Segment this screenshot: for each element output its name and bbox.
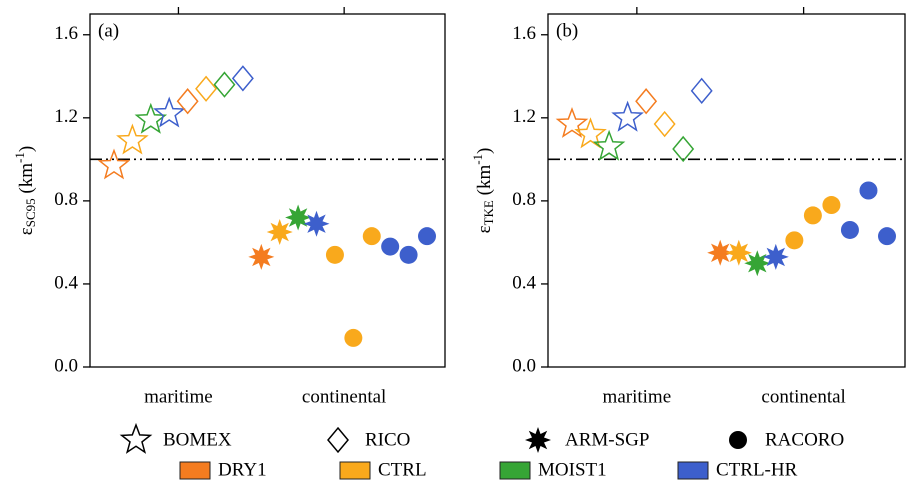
star8-marker — [725, 239, 752, 266]
diamond-marker — [213, 71, 236, 98]
x-tick-label: maritime — [144, 386, 213, 407]
legend-swatch — [339, 461, 371, 480]
circle-marker — [325, 245, 344, 264]
circle-marker — [729, 431, 747, 449]
y-axis-label-part: ε — [474, 225, 495, 233]
legend-swatch — [179, 461, 211, 480]
legend-swatch — [677, 461, 709, 480]
star8-marker — [707, 239, 734, 266]
circle-marker — [822, 196, 841, 215]
circle-marker — [381, 237, 400, 256]
circle-marker — [399, 245, 418, 264]
y-axis-label-part: (km — [16, 163, 37, 199]
diamond-marker — [690, 77, 713, 105]
y-tick-label: 1.2 — [54, 106, 78, 127]
y-axis-label-part: SC95 — [23, 198, 38, 227]
legend-label: RICO — [365, 429, 410, 450]
y-tick-label: 0.4 — [512, 272, 536, 293]
y-tick-label: 1.6 — [512, 23, 536, 44]
diamond-marker — [327, 426, 349, 454]
y-axis-label-part: ε — [16, 227, 37, 235]
star8-marker — [285, 204, 312, 231]
legend-label: CTRL-HR — [716, 459, 798, 480]
star8-marker — [266, 219, 293, 245]
panel-label: (a) — [98, 20, 119, 41]
y-tick-label: 0.8 — [54, 189, 78, 210]
circle-marker — [859, 181, 878, 200]
legend-swatch — [499, 461, 531, 480]
legend-label: RACORO — [765, 429, 844, 450]
y-axis-label-part: ) — [16, 146, 37, 152]
diamond-marker — [195, 75, 218, 102]
x-tick-label: continental — [302, 386, 386, 407]
circle-marker — [840, 220, 859, 239]
star-marker — [574, 117, 607, 149]
diamond-marker — [231, 65, 254, 92]
star8-marker — [744, 250, 771, 277]
x-tick-label: maritime — [603, 386, 672, 407]
star8-marker — [303, 210, 330, 237]
y-axis-label-part: (km — [474, 165, 495, 201]
plot-frame — [547, 13, 906, 368]
y-tick-label: 1.2 — [512, 106, 536, 127]
y-axis-label-part: -1 — [470, 154, 485, 165]
star-marker — [555, 106, 589, 138]
circle-marker — [878, 227, 896, 246]
y-axis-label-part: TKE — [481, 200, 496, 225]
y-tick-label: 0.0 — [54, 355, 78, 376]
legend-label: DRY1 — [218, 459, 267, 480]
y-axis-label-part: -1 — [12, 152, 27, 163]
x-tick-label: continental — [761, 386, 845, 407]
star8-marker — [525, 427, 551, 453]
circle-marker — [418, 227, 436, 246]
panel-label: (b) — [556, 20, 578, 41]
circle-marker — [362, 227, 381, 246]
legend-label: BOMEX — [163, 429, 232, 450]
star-marker — [611, 100, 644, 132]
y-tick-label: 1.6 — [54, 23, 78, 44]
circle-marker — [344, 328, 363, 347]
star-marker — [592, 129, 626, 161]
legend-label: ARM-SGP — [565, 429, 649, 450]
star8-marker — [248, 243, 275, 270]
star-marker — [119, 422, 153, 454]
plot-frame — [89, 13, 446, 368]
star-marker — [116, 123, 149, 155]
diamond-marker — [672, 135, 695, 163]
y-axis-label: εSC95 (km-1) — [12, 146, 38, 235]
legend-label: CTRL — [378, 459, 427, 480]
star-marker — [97, 148, 131, 180]
circle-marker — [803, 206, 822, 225]
star8-marker — [762, 243, 789, 270]
legend-label: MOIST1 — [538, 459, 607, 480]
y-tick-label: 0.8 — [512, 189, 536, 210]
y-tick-label: 0.4 — [54, 272, 78, 293]
diamond-marker — [176, 88, 199, 115]
diamond-marker — [653, 110, 676, 138]
diamond-marker — [635, 88, 658, 115]
circle-marker — [785, 231, 804, 250]
y-tick-label: 0.0 — [512, 355, 536, 376]
star-marker — [152, 96, 186, 128]
y-axis-label: εTKE (km-1) — [470, 148, 496, 234]
y-axis-label-part: ) — [474, 148, 495, 154]
